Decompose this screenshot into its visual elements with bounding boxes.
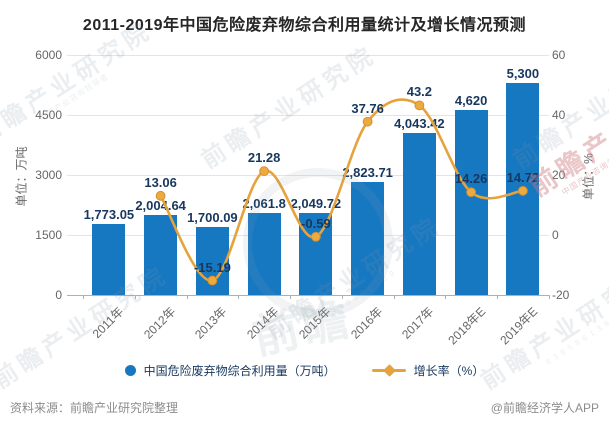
line-point-2016年[interactable]	[362, 116, 373, 127]
legend-utilization-label: 中国危险废弃物综合利用量（万吨）	[143, 364, 336, 378]
left-axis-tick-label: 1500	[35, 228, 62, 242]
x-axis-tick	[238, 295, 240, 299]
line-value-label: -15.19	[193, 259, 231, 275]
right-axis-tick-label: -20	[552, 288, 570, 302]
left-axis-tick-label: 3000	[35, 168, 62, 182]
right-axis-tick-label: 0	[552, 228, 559, 242]
right-axis-tick-label: 60	[552, 48, 566, 62]
bar-value-label: 4,620	[454, 93, 488, 109]
credit-text: @前瞻经济学人APP	[490, 401, 599, 415]
x-axis-tick	[445, 295, 447, 299]
bar-value-label: 2,823.71	[342, 165, 393, 181]
chart-legend: 中国危险废弃物综合利用量（万吨） 增长率（%）	[0, 362, 609, 379]
bar-value-label: 2,061.8	[242, 195, 286, 211]
bar-2017年[interactable]	[402, 133, 436, 295]
bar-2014年[interactable]	[247, 212, 281, 295]
x-axis-label-2012年: 2012年	[140, 304, 178, 342]
line-series-swatch-icon	[371, 364, 406, 377]
x-axis-tick	[548, 295, 550, 299]
line-point-2017年[interactable]	[414, 100, 425, 111]
x-axis-label-2016年: 2016年	[347, 304, 385, 342]
line-value-label: -0.59	[301, 215, 331, 231]
chart-title: 2011-2019年中国危险废弃物综合利用量统计及增长情况预测	[82, 17, 527, 34]
line-point-2012年[interactable]	[155, 190, 166, 201]
bar-value-label: 2,049.72	[290, 196, 342, 211]
line-value-label: 37.76	[351, 100, 384, 116]
x-axis-label-2011年: 2011年	[89, 304, 127, 342]
line-point-2014年[interactable]	[259, 166, 270, 177]
line-value-label: 43.2	[406, 84, 433, 100]
gridline	[67, 115, 549, 116]
plot-area: 1,773.05 2,004.64 1,700.09 2,061.8 2,049.72 2…	[67, 55, 550, 347]
x-axis-tick	[497, 295, 498, 299]
legend-growth-label: 增长率（%）	[413, 364, 485, 378]
bar-value-label: 5,300	[506, 66, 540, 81]
bar-value-label: 1,700.09	[187, 209, 238, 225]
x-axis-label-2014年: 2014年	[244, 304, 282, 342]
left-axis-tick-label: 0	[55, 288, 62, 302]
legend-item-growth-rate[interactable]: 增长率（%）	[371, 362, 485, 379]
x-axis-tick	[134, 295, 136, 299]
x-axis-tick	[393, 295, 395, 299]
bar-2015年[interactable]	[299, 213, 333, 295]
line-point-2015年[interactable]	[310, 231, 321, 242]
line-point-2019年E[interactable]	[517, 185, 528, 196]
bar-2011年[interactable]	[92, 224, 126, 295]
bar-value-label: 1,773.05	[83, 207, 135, 223]
line-point-2018年E[interactable]	[466, 187, 477, 198]
x-axis-label-2019年E: 2019年E	[497, 304, 541, 348]
x-axis-tick	[186, 295, 188, 299]
x-axis-label-2013年: 2013年	[192, 304, 230, 342]
gridline	[67, 175, 549, 176]
legend-item-utilization[interactable]: 中国危险废弃物综合利用量（万吨）	[124, 362, 336, 379]
bar-2018年E[interactable]	[454, 110, 488, 295]
line-value-label: 14.72	[506, 169, 540, 185]
gridline	[67, 55, 549, 56]
growth-rate-line	[155, 98, 528, 286]
line-value-label: 13.06	[144, 174, 177, 190]
bar-2016年[interactable]	[351, 182, 385, 295]
line-value-label: 14.26	[454, 171, 488, 187]
left-axis-tick-label: 6000	[35, 48, 62, 62]
x-axis-tick	[83, 295, 84, 299]
data-source-text: 资料来源：前瞻产业研究院整理	[10, 401, 179, 415]
bar-value-label: 2,004.64	[135, 197, 186, 213]
x-axis-tick	[290, 295, 291, 299]
bar-2012年[interactable]	[144, 214, 178, 295]
x-axis-label-2015年: 2015年	[295, 304, 334, 342]
right-axis-tick-label: 20	[552, 168, 566, 182]
x-axis-tick	[341, 295, 343, 299]
x-axis-label-2018年E: 2018年E	[445, 304, 489, 348]
line-value-label: 21.28	[247, 150, 281, 166]
x-axis-label-2017年: 2017年	[399, 304, 437, 342]
right-axis-tick-label: 40	[552, 108, 566, 122]
line-point-2013年[interactable]	[207, 275, 218, 286]
bar-series-swatch-icon	[124, 365, 136, 376]
x-axis-line	[67, 295, 549, 296]
left-axis-tick-label: 4500	[35, 108, 62, 122]
